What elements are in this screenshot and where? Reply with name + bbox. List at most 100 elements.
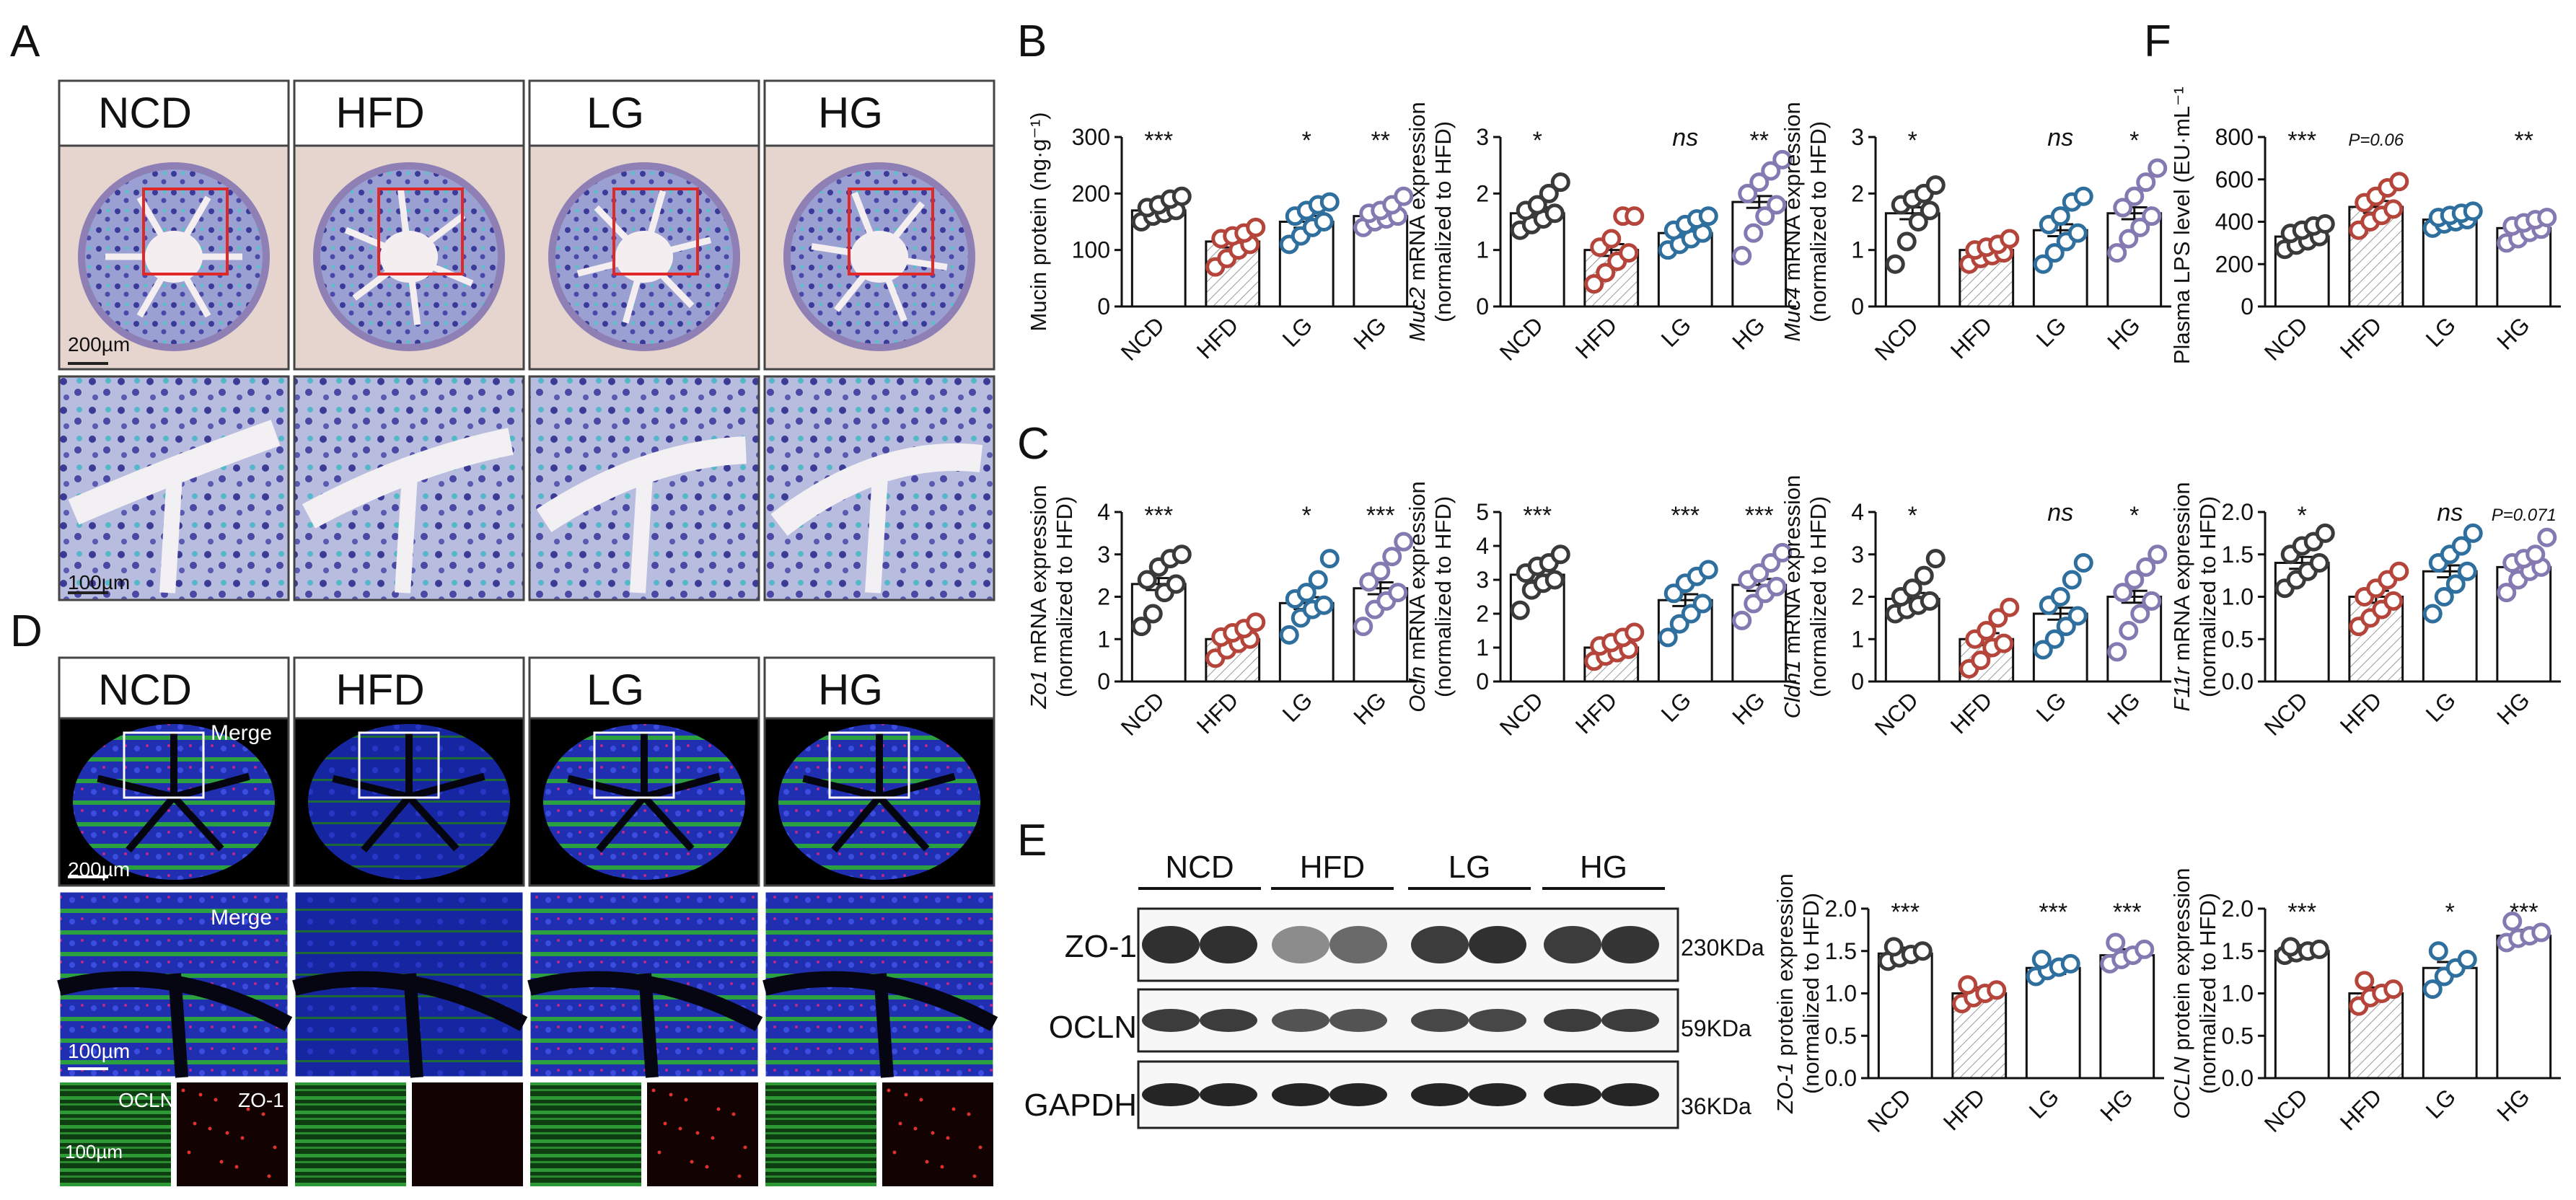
y-tick-label: 1.0 bbox=[2222, 981, 2254, 1007]
zo1-channel bbox=[646, 1081, 760, 1188]
data-point bbox=[1663, 583, 1684, 604]
data-point bbox=[1658, 627, 1678, 648]
x-tick-label: HFD bbox=[1946, 687, 1997, 738]
data-point bbox=[2073, 186, 2093, 206]
x-tick-label: NCD bbox=[1116, 312, 1169, 365]
zoom-box bbox=[848, 188, 934, 275]
y-tick-label: 1 bbox=[1851, 626, 1864, 652]
crypt-lumen bbox=[536, 436, 747, 532]
blot-band bbox=[1544, 1009, 1601, 1032]
zo1-signal bbox=[208, 1126, 212, 1131]
blot-band bbox=[1329, 926, 1387, 963]
panel-d-header-box bbox=[528, 656, 760, 720]
data-point bbox=[1246, 217, 1266, 237]
y-label-text: protein expression bbox=[2169, 868, 2194, 1056]
y-tick-label: 600 bbox=[2215, 167, 2254, 193]
data-point bbox=[2067, 223, 2088, 243]
data-point bbox=[2422, 604, 2443, 624]
panel-d-label-lg: LG bbox=[586, 666, 645, 714]
y-label-line: (normalized to HFD) bbox=[1806, 121, 1831, 322]
zo1-channel bbox=[410, 1081, 524, 1188]
blot-band bbox=[1469, 1009, 1526, 1032]
blot-band bbox=[1200, 1083, 1257, 1106]
y-tick-label: 3 bbox=[1097, 542, 1110, 568]
zo1-signal bbox=[925, 1160, 929, 1164]
zoom-box bbox=[828, 731, 910, 799]
y-label-line: Zo1 mRNA expression bbox=[1026, 485, 1051, 709]
x-tick-label: HFD bbox=[1570, 312, 1622, 363]
data-point bbox=[2107, 243, 2127, 263]
y-label-line: (normalized to HFD) bbox=[1052, 496, 1077, 697]
data-point bbox=[1584, 274, 1604, 294]
zo1-signal bbox=[267, 1174, 271, 1178]
y-tick-label: 2.0 bbox=[2222, 896, 2254, 922]
panel-d-merge-mid: Merge bbox=[211, 906, 273, 930]
x-tick-label: HG bbox=[1727, 687, 1770, 729]
x-tick-label: LG bbox=[1278, 687, 1318, 727]
data-point bbox=[2463, 201, 2483, 221]
blot-band bbox=[1142, 1009, 1200, 1032]
data-point bbox=[1353, 617, 1373, 637]
zoom-box bbox=[142, 188, 229, 275]
y-tick-label: 1.5 bbox=[2222, 542, 2254, 568]
lumen-branch bbox=[407, 213, 466, 260]
crypt-lumen bbox=[68, 420, 281, 525]
significance-label: * bbox=[2129, 502, 2139, 529]
data-point bbox=[2056, 617, 2076, 637]
data-point bbox=[1137, 570, 1157, 590]
data-point bbox=[2067, 606, 2088, 626]
blot-band bbox=[1329, 1083, 1387, 1106]
data-point bbox=[2113, 583, 2133, 603]
y-tick-label: 1.0 bbox=[2222, 584, 2254, 610]
x-tick-label: HFD bbox=[1192, 312, 1244, 363]
data-point bbox=[1394, 186, 1414, 206]
fluor-lumen bbox=[638, 973, 659, 1078]
data-point bbox=[2497, 583, 2517, 603]
x-tick-label: NCD bbox=[2259, 1083, 2313, 1137]
data-point bbox=[2355, 971, 2375, 991]
data-point bbox=[2119, 621, 2139, 640]
bar bbox=[1877, 952, 1933, 1080]
data-point bbox=[2135, 939, 2155, 959]
zo1-signal bbox=[705, 1165, 709, 1169]
lumen-branch bbox=[136, 255, 177, 318]
data-point bbox=[2428, 941, 2448, 961]
data-point bbox=[1738, 183, 1758, 203]
y-axis-label: Cldn1 mRNA expression(normalized to HFD) bbox=[1780, 475, 1831, 719]
y-tick-label: 3 bbox=[1476, 567, 1489, 593]
x-tick-label: LG bbox=[2421, 687, 2461, 727]
significance-label: *** bbox=[1671, 502, 1700, 529]
bar bbox=[2025, 966, 2081, 1080]
y-axis-label: F11r mRNA expression(normalized to HFD) bbox=[2169, 482, 2220, 711]
blot-band bbox=[1272, 1083, 1329, 1106]
x-tick-label: NCD bbox=[2259, 687, 2313, 740]
blot-band bbox=[1601, 1009, 1659, 1032]
data-point bbox=[1883, 937, 1904, 957]
y-tick-label: 1.5 bbox=[2222, 938, 2254, 964]
x-tick-label: NCD bbox=[1116, 687, 1169, 740]
zo1-channel bbox=[175, 1081, 289, 1188]
data-point bbox=[2033, 640, 2053, 660]
data-point bbox=[2445, 574, 2466, 594]
data-point bbox=[2148, 158, 2168, 178]
y-label-line: (normalized to HFD) bbox=[1430, 496, 1456, 697]
significance-label: ns bbox=[2437, 499, 2463, 526]
data-point bbox=[1908, 212, 1928, 231]
chart-muc2: 0 1 2 3 Muc2 mRNA expression(normalized to H… bbox=[1405, 102, 1796, 366]
crypt-lumen bbox=[865, 475, 888, 594]
x-tick-label: NCD bbox=[1870, 687, 1923, 740]
significance-label: * bbox=[2298, 502, 2307, 529]
y-tick-label: 2.0 bbox=[1825, 896, 1857, 922]
y-label-line: Cldn1 mRNA expression bbox=[1780, 475, 1805, 719]
significance-label: * bbox=[2129, 127, 2139, 154]
fluor-lumen bbox=[172, 772, 250, 800]
zo1-signal bbox=[198, 1093, 203, 1097]
significance-label: *** bbox=[2287, 127, 2316, 154]
zo1-signal bbox=[678, 1126, 682, 1131]
zo1-signal bbox=[225, 1131, 229, 1135]
zo1-signal bbox=[669, 1093, 673, 1097]
significance-label: ** bbox=[2515, 127, 2533, 154]
chart-lps: 0 200 400 600 800 Plasma LPS level (EU·mL⁻¹) N… bbox=[2169, 87, 2561, 366]
